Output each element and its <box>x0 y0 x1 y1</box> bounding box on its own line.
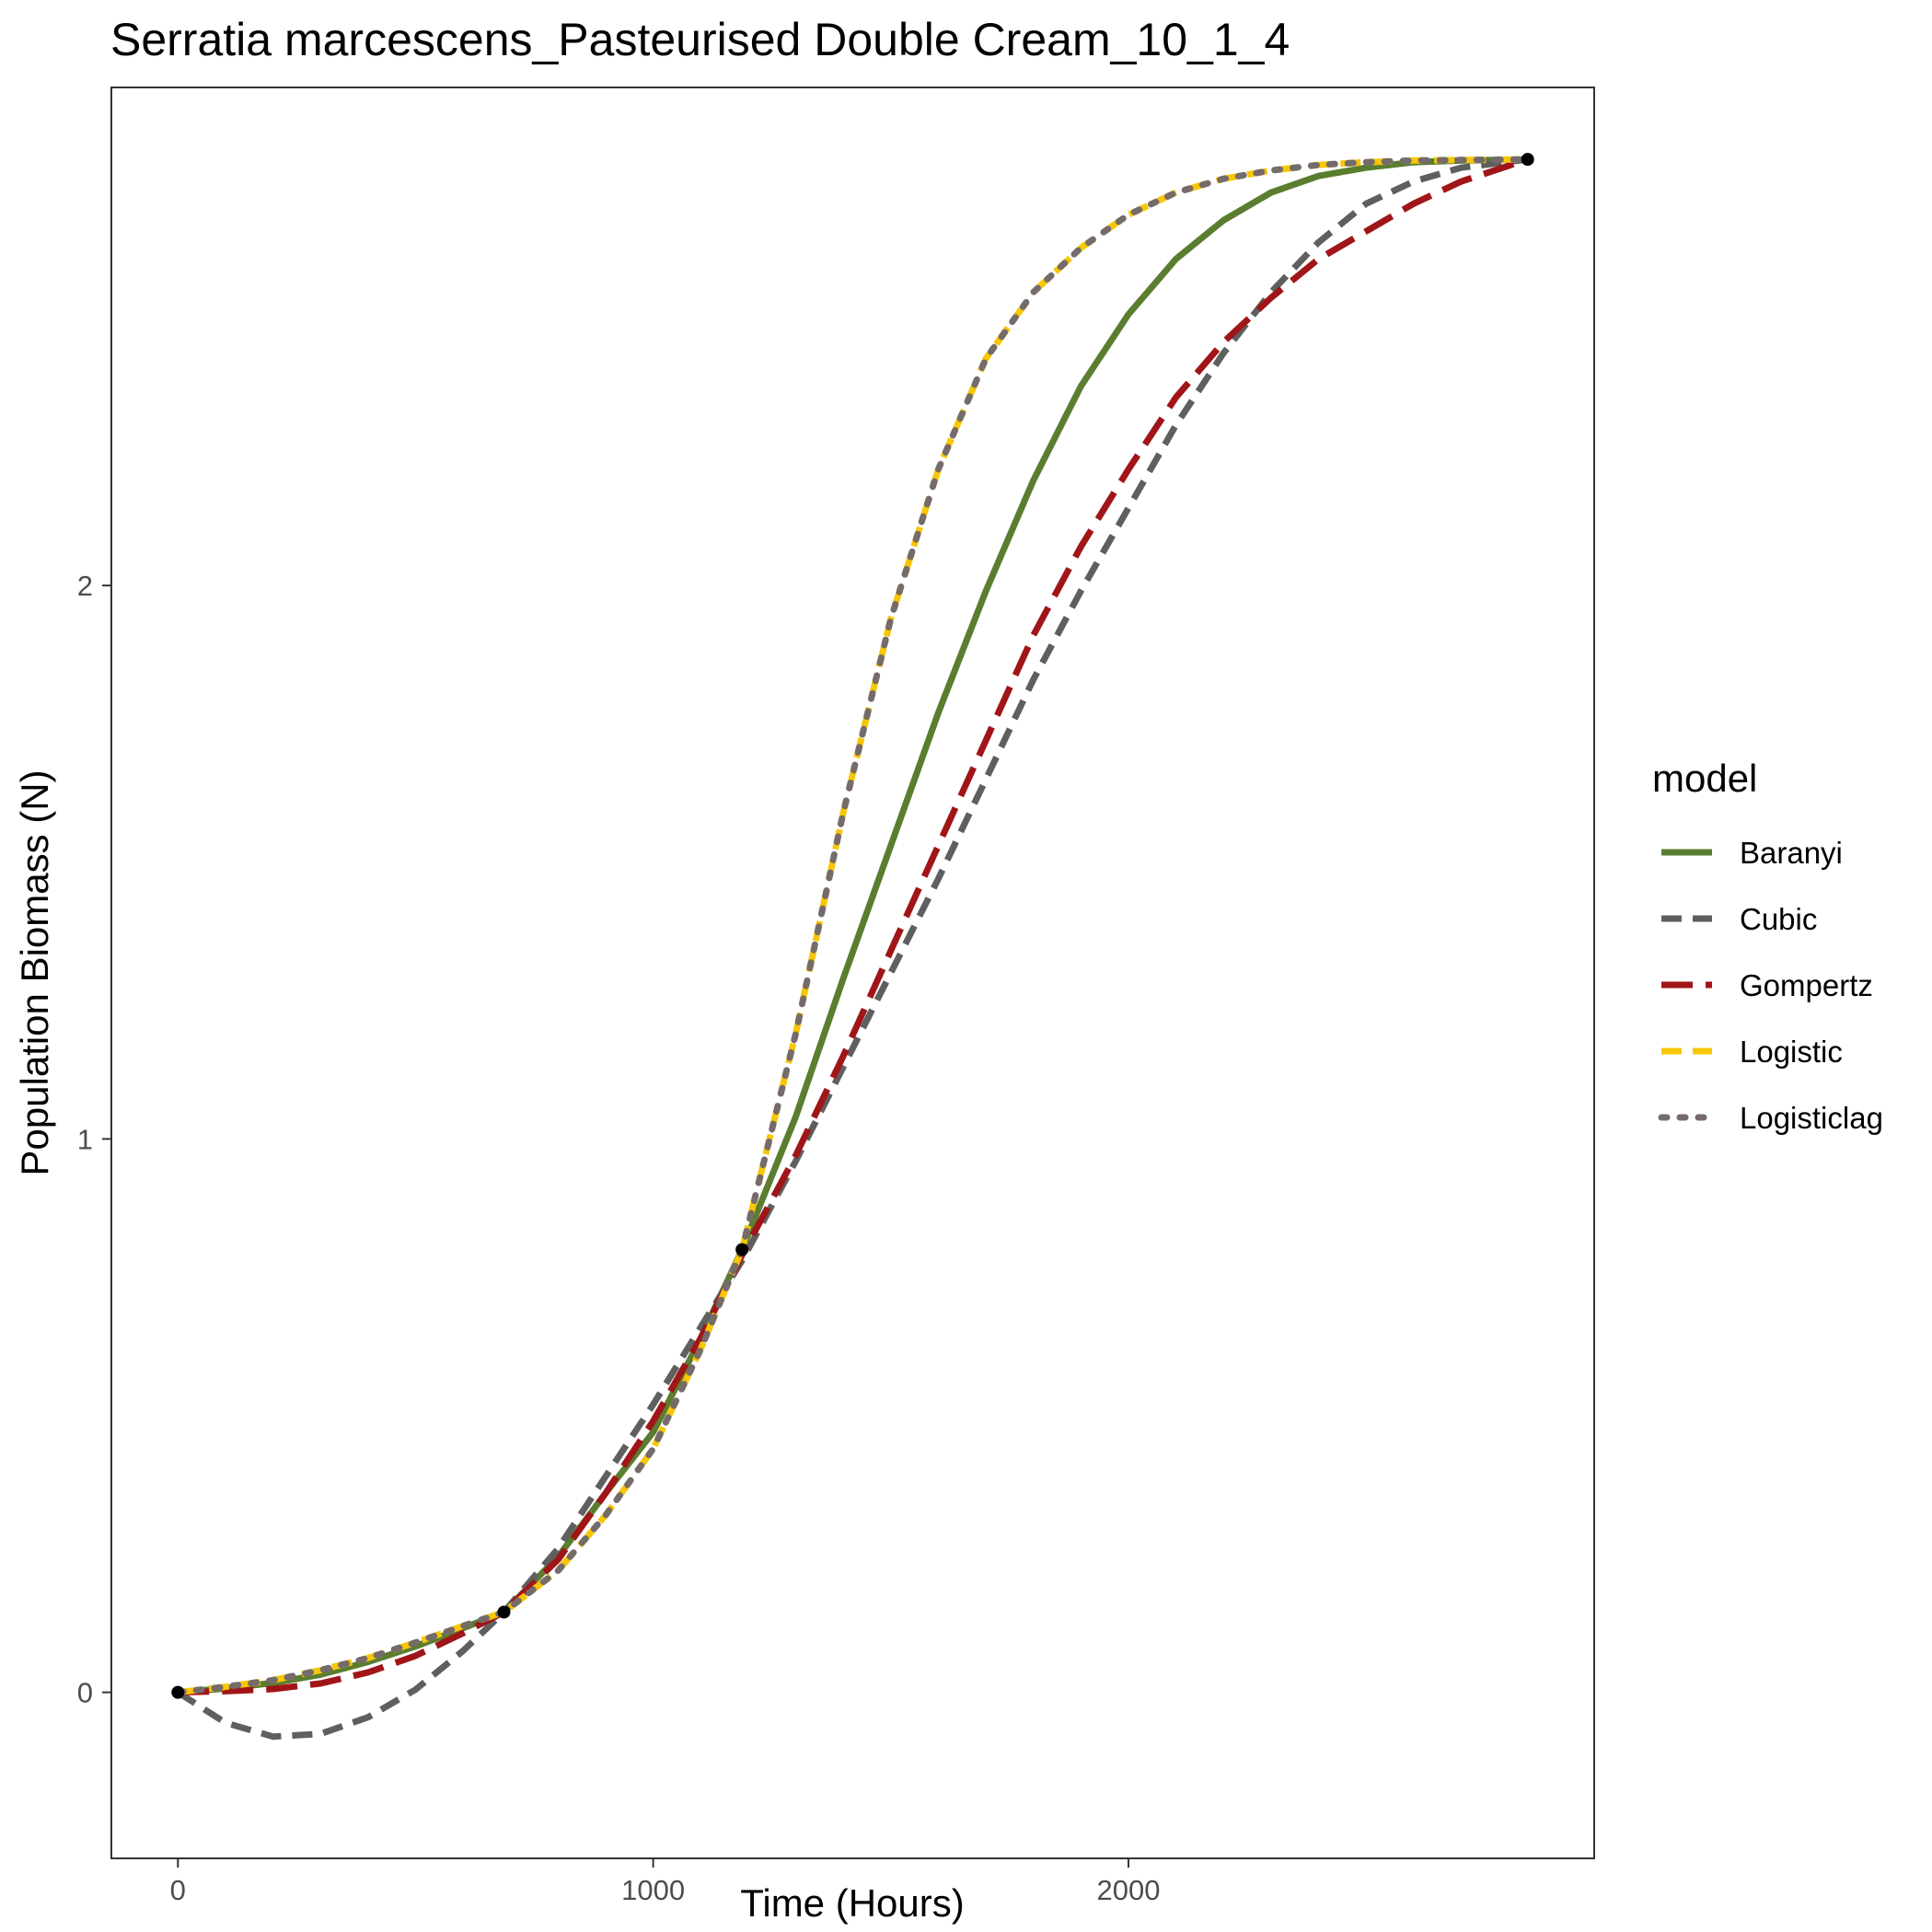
series-line-logistic <box>177 156 1528 1696</box>
legend-items: Baranyi Cubic Gompertz Logistic Logisticlag <box>1658 836 1883 1135</box>
series-layer <box>174 156 1532 1741</box>
legend-title: model <box>1652 757 1757 800</box>
x-tick-label: 1000 <box>621 1874 685 1906</box>
y-axis: 0 1 2 <box>77 570 111 1709</box>
series-line-gompertz <box>178 156 1529 1696</box>
series-line-logisticlag <box>174 156 1532 1696</box>
plot-area <box>110 87 1595 1859</box>
legend-item-logisticlag: Logisticlag <box>1658 1101 1883 1135</box>
legend-label-baranyi: Baranyi <box>1740 836 1843 870</box>
series-line-baranyi <box>178 156 1528 1696</box>
x-axis: 0 1000 2000 <box>170 1858 1160 1906</box>
legend: model Baranyi Cubic Gompertz Logistic Logist… <box>1652 757 1883 1135</box>
legend-item-logistic: Logistic <box>1661 1035 1843 1069</box>
y-tick-label: 2 <box>77 570 93 602</box>
series-line-cubic <box>176 156 1529 1741</box>
y-axis-title: Population Biomass (N) <box>13 769 56 1175</box>
legend-label-cubic: Cubic <box>1740 902 1817 936</box>
data-point <box>1521 153 1534 167</box>
plot-panel-border <box>110 87 1595 1859</box>
data-point <box>497 1605 511 1619</box>
x-tick-label: 0 <box>170 1874 186 1906</box>
legend-label-gompertz: Gompertz <box>1740 968 1873 1002</box>
x-axis-title: Time (Hours) <box>740 1881 964 1925</box>
data-point <box>171 1685 185 1699</box>
legend-label-logistic: Logistic <box>1740 1035 1843 1069</box>
chart-title: Serratia marcescens_Pasteurised Double C… <box>110 14 1290 65</box>
x-tick-label: 2000 <box>1096 1874 1160 1906</box>
legend-item-cubic: Cubic <box>1661 902 1817 936</box>
data-point <box>735 1243 749 1256</box>
legend-label-logisticlag: Logisticlag <box>1740 1101 1883 1135</box>
y-tick-label: 1 <box>77 1123 93 1155</box>
legend-item-baranyi: Baranyi <box>1661 836 1843 870</box>
legend-item-gompertz: Gompertz <box>1661 968 1873 1002</box>
points-layer <box>171 153 1534 1699</box>
y-tick-label: 0 <box>77 1677 93 1709</box>
